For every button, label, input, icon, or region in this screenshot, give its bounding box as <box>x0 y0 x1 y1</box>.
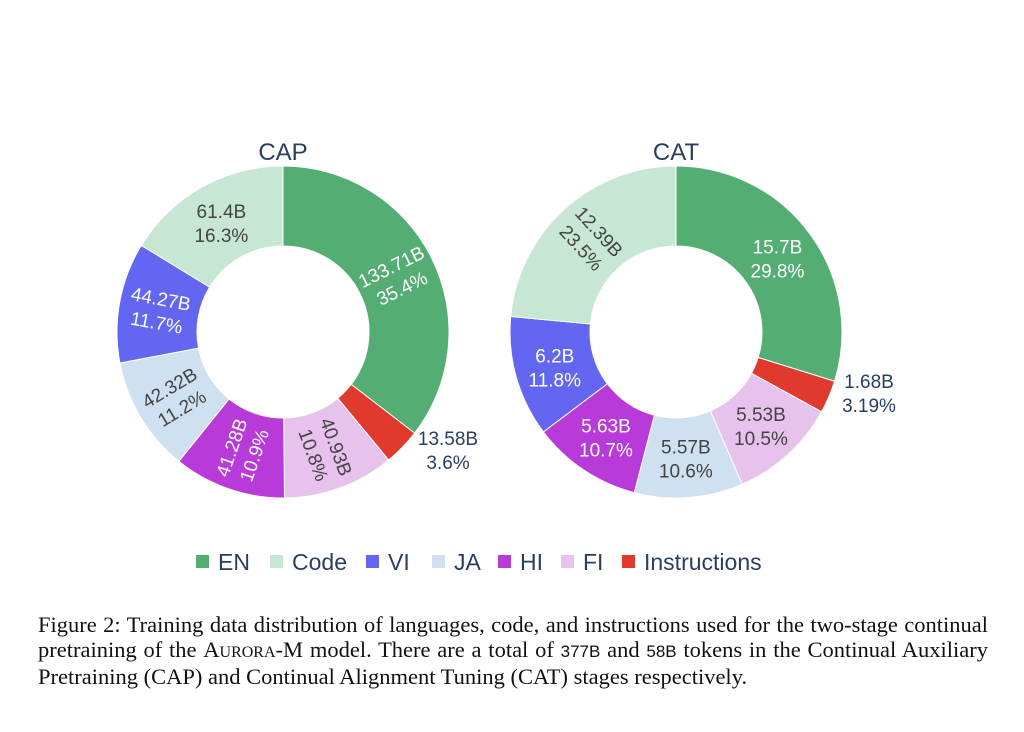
legend-swatch <box>561 555 574 568</box>
model-name: Aurora-M <box>203 637 304 662</box>
slice-value-label: 5.53B <box>736 405 786 426</box>
legend-item-en: EN <box>196 549 250 575</box>
caption-text-2: model. There are a total of <box>309 637 554 662</box>
legend-swatch <box>622 555 635 568</box>
slice-percent-label: 3.19% <box>842 396 896 417</box>
legend-label: JA <box>454 549 482 575</box>
slice-value-label: 61.4B <box>197 202 247 223</box>
slice-label-ja: 5.57B 10.6% <box>659 438 713 483</box>
legend-label: HI <box>520 549 543 575</box>
slice-label-en: 15.7B 29.8% <box>751 237 805 282</box>
slice-label-code: 61.4B 16.3% <box>194 202 248 247</box>
figure-caption: Figure 2: Training data distribution of … <box>38 612 988 689</box>
chart-title: CAT <box>653 139 700 166</box>
chart-title: CAP <box>258 139 307 166</box>
slice-label-instructions: 1.68B 3.19% <box>842 372 896 417</box>
total-cat: 58B <box>646 642 677 661</box>
slice-en <box>282 165 450 434</box>
legend-label: Code <box>292 549 347 575</box>
figure: CAP133.71B35.4%13.58B3.6%40.93B10.8%41.2… <box>116 139 896 575</box>
slice-percent-label: 16.3% <box>194 226 248 247</box>
legend-item-ja: JA <box>432 549 482 575</box>
legend-item-hi: HI <box>498 549 543 575</box>
figure-label: Figure 2: <box>38 612 121 637</box>
legend: EN Code VI JA HI FI Instructions <box>196 549 762 575</box>
legend-item-vi: VI <box>366 549 410 575</box>
legend-item-instructions: Instructions <box>622 549 762 575</box>
legend-label: Instructions <box>644 549 762 575</box>
legend-swatch <box>270 555 283 568</box>
slice-value-label: 15.7B <box>753 237 803 258</box>
legend-swatch <box>432 555 445 568</box>
legend-item-code: Code <box>270 549 347 575</box>
legend-swatch <box>498 555 511 568</box>
slice-percent-label: 10.5% <box>734 429 788 450</box>
legend-label: VI <box>388 549 410 575</box>
slice-percent-label: 3.6% <box>426 453 469 474</box>
slice-label-vi: 6.2B 11.8% <box>529 346 582 391</box>
caption-text-4: tokens in the Continual Auxiliary Pretra… <box>38 637 988 689</box>
total-cap: 377B <box>560 642 601 661</box>
slice-code <box>140 165 284 288</box>
charts: CAP133.71B35.4%13.58B3.6%40.93B10.8%41.2… <box>116 139 896 499</box>
legend-label: FI <box>583 549 603 575</box>
slice-code <box>510 165 677 325</box>
legend-label: EN <box>218 549 250 575</box>
slice-percent-label: 10.6% <box>659 462 713 483</box>
caption-text-3: and <box>607 637 640 662</box>
slice-percent-label: 10.7% <box>579 441 633 462</box>
slice-value-label: 13.58B <box>418 429 478 450</box>
slice-value-label: 6.2B <box>535 346 574 367</box>
donut-chart-cap: CAP133.71B35.4%13.58B3.6%40.93B10.8%41.2… <box>116 139 478 499</box>
slice-value-label: 1.68B <box>844 372 894 393</box>
slice-label-hi: 5.63B 10.7% <box>579 417 633 462</box>
caption-text-1: Training data distribution of languages,… <box>38 612 989 662</box>
legend-swatch <box>366 555 379 568</box>
slice-percent-label: 11.8% <box>529 370 582 391</box>
slice-label-instructions: 13.58B 3.6% <box>418 429 478 474</box>
legend-swatch <box>196 555 209 568</box>
slice-value-label: 5.57B <box>661 438 711 459</box>
slice-label-fi: 5.53B 10.5% <box>734 405 788 450</box>
legend-item-fi: FI <box>561 549 603 575</box>
slice-en <box>675 165 843 382</box>
slice-value-label: 5.63B <box>581 417 631 438</box>
donut-chart-cat: CAT 15.7B 29.8% 1.68B 3.19% 5.53B 10.5% 5.57B 10… <box>509 139 896 499</box>
slice-percent-label: 29.8% <box>751 261 805 282</box>
